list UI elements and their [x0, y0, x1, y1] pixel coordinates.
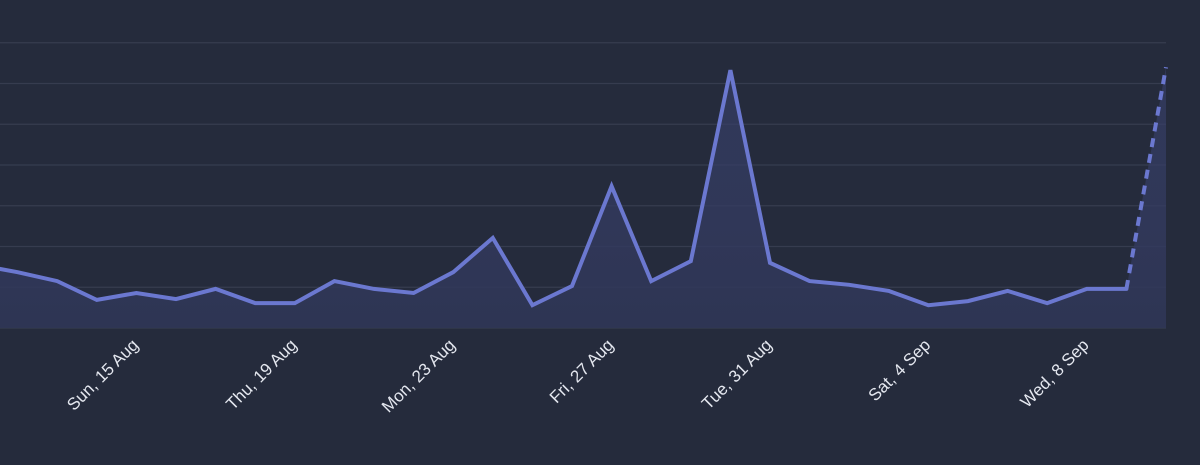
line-dashed	[1124, 66, 1168, 290]
plot-area	[0, 42, 1168, 329]
area	[0, 67, 1166, 328]
line	[0, 69, 1129, 308]
